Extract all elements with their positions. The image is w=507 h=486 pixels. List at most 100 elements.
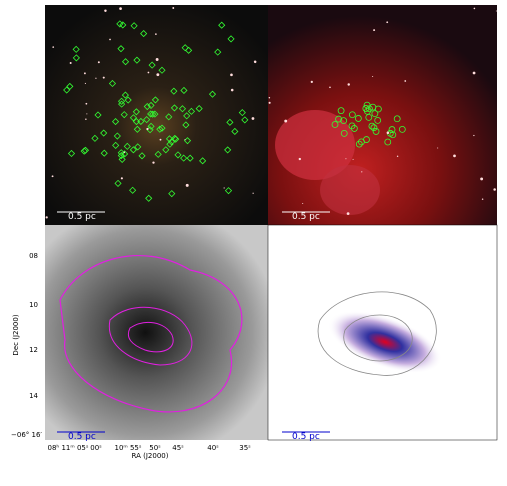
source-marker: [151, 96, 159, 104]
source-marker: [374, 105, 382, 113]
source-marker: [195, 105, 203, 113]
source-marker: [170, 104, 179, 112]
star: [146, 127, 149, 131]
star: [120, 177, 123, 180]
source-marker: [186, 154, 194, 162]
star: [84, 82, 86, 85]
source-marker: [348, 122, 356, 130]
source-marker: [178, 105, 187, 113]
source-marker: [154, 150, 162, 158]
source-marker: [227, 35, 235, 43]
source-marker: [117, 152, 125, 160]
source-marker: [224, 146, 232, 154]
star: [284, 119, 288, 123]
source-marker: [129, 186, 137, 194]
source-marker: [372, 128, 380, 135]
source-marker: [171, 134, 179, 142]
star: [85, 118, 87, 120]
star: [159, 138, 162, 141]
star: [223, 187, 225, 189]
source-marker: [140, 30, 148, 38]
source-marker: [130, 22, 138, 30]
star: [361, 171, 363, 173]
x-tick-label: 08ʰ 11ᵐ 05ˢ: [48, 444, 89, 452]
source-marker: [165, 113, 173, 121]
source-marker: [337, 107, 345, 115]
source-marker: [147, 122, 155, 130]
x-tick-label: 10ᵐ 55ˢ: [114, 444, 141, 452]
scale-bar-label: 0.5 pc: [292, 432, 320, 442]
y-tick-label: 12: [29, 346, 38, 354]
source-marker: [158, 66, 166, 74]
source-marker: [121, 91, 129, 99]
star: [230, 88, 234, 92]
source-marker: [137, 117, 145, 126]
star: [252, 192, 254, 194]
source-marker: [340, 129, 348, 137]
source-marker: [118, 155, 126, 163]
source-marker: [81, 146, 90, 154]
source-marker: [113, 132, 121, 140]
source-marker: [124, 96, 132, 104]
star: [372, 75, 374, 77]
star: [123, 151, 126, 154]
source-marker: [180, 86, 188, 95]
source-marker: [129, 114, 137, 122]
source-marker: [123, 142, 131, 150]
source-marker: [231, 127, 239, 136]
source-marker: [114, 179, 122, 187]
source-marker: [143, 116, 151, 124]
source-marker: [374, 116, 382, 124]
scale-bar-label: 0.5 pc: [292, 212, 320, 222]
star: [386, 131, 390, 134]
star: [268, 97, 271, 99]
source-marker: [67, 149, 76, 158]
star: [83, 72, 86, 75]
x-tick-label: 50ˢ: [149, 444, 161, 452]
source-marker: [158, 124, 166, 132]
star: [345, 158, 347, 160]
panel-grey: [45, 225, 268, 440]
star: [310, 80, 313, 83]
scale-bar-label: 0.5 pc: [68, 432, 96, 442]
source-marker: [133, 56, 141, 64]
star: [268, 101, 271, 104]
source-marker: [94, 111, 102, 119]
source-marker: [365, 113, 373, 121]
source-marker: [100, 149, 108, 157]
star: [185, 183, 189, 187]
source-marker: [368, 122, 376, 130]
source-marker: [148, 61, 156, 69]
source-marker: [398, 125, 406, 133]
star: [184, 139, 186, 141]
x-axis-label: RA (J2000): [132, 452, 169, 460]
star: [69, 61, 72, 64]
source-marker: [238, 109, 246, 117]
source-marker: [111, 118, 120, 126]
source-marker: [63, 86, 71, 94]
source-marker: [121, 150, 129, 158]
star: [45, 216, 48, 219]
source-marker: [180, 154, 188, 162]
star: [373, 29, 376, 32]
source-marker: [355, 140, 363, 148]
star: [298, 157, 302, 161]
source-marker: [365, 105, 373, 113]
source-marker: [132, 117, 141, 126]
star: [52, 46, 55, 48]
source-marker: [133, 125, 141, 133]
star: [104, 9, 107, 12]
source-marker: [132, 108, 140, 116]
source-marker: [384, 138, 392, 146]
source-marker: [168, 138, 176, 146]
star: [386, 21, 389, 24]
y-tick-label: 14: [29, 392, 38, 400]
source-marker: [118, 100, 126, 108]
source-marker: [218, 21, 226, 29]
star: [473, 134, 475, 137]
source-marker: [350, 125, 358, 132]
source-marker: [199, 157, 207, 165]
source-marker: [335, 115, 342, 123]
star: [102, 76, 105, 79]
star: [329, 86, 331, 89]
